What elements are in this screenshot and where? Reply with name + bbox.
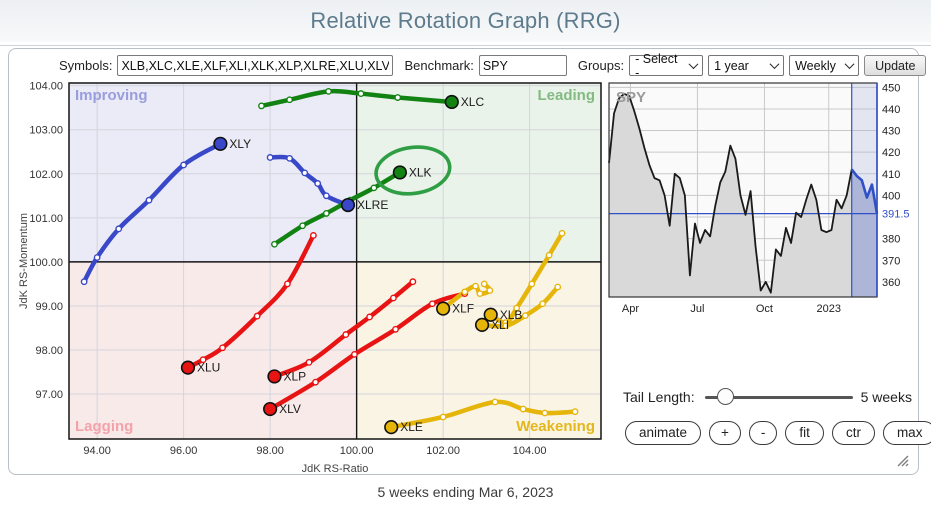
period-select[interactable]: 1 year: [708, 55, 785, 76]
animate-button[interactable]: animate: [625, 421, 702, 445]
rrg-marker-XLY[interactable]: [213, 136, 228, 151]
spy-price-line-tail: [850, 168, 879, 214]
rrg-marker-XLF[interactable]: [436, 301, 451, 316]
spy-last-value-label: 391.56: [882, 209, 909, 221]
rrg-label-XLC: XLC: [461, 95, 485, 109]
svg-text:Leading: Leading: [537, 87, 595, 104]
tail-length-value: 5 weeks: [860, 389, 912, 405]
frequency-select-value: Weekly: [795, 58, 836, 73]
rrg-marker-XLE[interactable]: [384, 420, 399, 435]
symbols-input[interactable]: [117, 55, 394, 76]
rrg-marker-XLP[interactable]: [267, 369, 282, 384]
svg-text:102.00: 102.00: [29, 169, 63, 181]
rrg-label-XLI: XLI: [491, 318, 509, 332]
svg-text:370: 370: [882, 255, 900, 267]
slider-handle-icon[interactable]: [716, 387, 734, 405]
max-button[interactable]: max: [882, 421, 931, 445]
update-button[interactable]: Update: [864, 55, 927, 76]
svg-text:410: 410: [882, 169, 900, 181]
svg-text:97.00: 97.00: [35, 389, 63, 401]
rrg-label-XLE: XLE: [400, 420, 423, 434]
page-title: Relative Rotation Graph (RRG): [310, 8, 621, 33]
svg-text:JdK RS-Momentum: JdK RS-Momentum: [18, 213, 30, 309]
rrg-marker-XLRE[interactable]: [340, 197, 356, 213]
rrg-panel: Symbols: Benchmark: Groups: - Select - 1…: [8, 48, 931, 475]
svg-text:Apr: Apr: [622, 303, 639, 315]
svg-text:100.00: 100.00: [29, 257, 63, 269]
svg-text:98.00: 98.00: [35, 345, 63, 357]
svg-text:400: 400: [882, 190, 900, 202]
period-select-value: 1 year: [714, 58, 749, 73]
spy-benchmark-chart[interactable]: 360 370 380 400 410 420 430 440 450 Apr Jul Oct 2023…: [607, 77, 909, 324]
tail-length-slider[interactable]: [704, 387, 853, 405]
rrg-chart[interactable]: 94.00 96.00 98.00 100.00 102.00 104.00 97.00 98…: [15, 77, 611, 481]
svg-text:102.00: 102.00: [426, 445, 460, 457]
svg-text:100.00: 100.00: [340, 445, 374, 457]
svg-text:360: 360: [882, 277, 900, 289]
svg-text:98.00: 98.00: [256, 445, 284, 457]
chart-buttons: animate + - fit ctr max: [625, 421, 931, 445]
groups-label: Groups:: [577, 58, 625, 73]
rrg-label-XLRE: XLRE: [357, 198, 388, 212]
benchmark-label: Benchmark:: [404, 58, 474, 73]
rrg-marker-XLU[interactable]: [180, 360, 196, 375]
resize-handle-icon[interactable]: [894, 452, 909, 467]
svg-text:JdK RS-Ratio: JdK RS-Ratio: [302, 463, 369, 475]
benchmark-input[interactable]: [478, 55, 567, 76]
zoom-out-button[interactable]: -: [748, 421, 778, 445]
svg-text:380: 380: [882, 234, 900, 246]
date-caption: 5 weeks ending Mar 6, 2023: [377, 484, 554, 500]
svg-text:Weakening: Weakening: [516, 418, 595, 435]
toolbar: Symbols: Benchmark: Groups: - Select - 1…: [53, 52, 927, 80]
rrg-marker-XLC[interactable]: [444, 94, 459, 110]
svg-text:99.00: 99.00: [35, 301, 63, 313]
svg-text:2023: 2023: [817, 303, 841, 315]
page-header: Relative Rotation Graph (RRG): [0, 0, 931, 42]
header-separator: [0, 45, 931, 46]
rrg-marker-XLK[interactable]: [392, 165, 407, 180]
rrg-marker-XLV[interactable]: [263, 401, 278, 417]
svg-text:Oct: Oct: [756, 303, 773, 315]
svg-text:450: 450: [882, 82, 900, 94]
svg-text:104.00: 104.00: [513, 445, 547, 457]
rrg-marker-XLI[interactable]: [474, 317, 490, 332]
svg-text:Lagging: Lagging: [75, 418, 133, 435]
zoom-in-button[interactable]: +: [709, 421, 741, 445]
tail-length-control: Tail Length: 5 weeks: [623, 387, 915, 405]
svg-text:440: 440: [882, 104, 900, 116]
fit-button[interactable]: fit: [785, 421, 824, 445]
rrg-marker-XLB[interactable]: [483, 307, 498, 322]
xlk-highlight-ellipse: [374, 145, 452, 196]
svg-text:96.00: 96.00: [170, 445, 198, 457]
spy-title: SPY: [616, 89, 646, 106]
svg-text:103.00: 103.00: [29, 125, 63, 137]
svg-text:Improving: Improving: [75, 87, 148, 104]
symbols-label: Symbols:: [59, 58, 113, 73]
svg-text:Jul: Jul: [690, 303, 704, 315]
spy-price-line: [608, 92, 853, 294]
center-button[interactable]: ctr: [831, 421, 875, 445]
tail-length-label: Tail Length:: [623, 389, 695, 405]
svg-text:104.00: 104.00: [29, 81, 63, 93]
groups-select-value: - Select -: [635, 51, 678, 80]
svg-text:420: 420: [882, 147, 900, 159]
svg-text:94.00: 94.00: [83, 445, 111, 457]
rrg-label-XLU: XLU: [197, 361, 220, 375]
svg-text:101.00: 101.00: [29, 213, 63, 225]
frequency-select[interactable]: Weekly: [789, 55, 860, 76]
rrg-label-XLV: XLV: [279, 402, 301, 416]
rrg-label-XLF: XLF: [452, 302, 474, 316]
chevron-down-icon: [769, 59, 780, 70]
svg-text:430: 430: [882, 126, 900, 138]
groups-select[interactable]: - Select -: [629, 52, 704, 80]
chevron-down-icon: [844, 59, 855, 70]
chevron-down-icon: [688, 59, 699, 69]
rrg-label-XLB: XLB: [500, 308, 523, 322]
rrg-label-XLY: XLY: [229, 137, 251, 151]
rrg-label-XLK: XLK: [409, 165, 432, 179]
rrg-label-XLP: XLP: [283, 369, 306, 383]
